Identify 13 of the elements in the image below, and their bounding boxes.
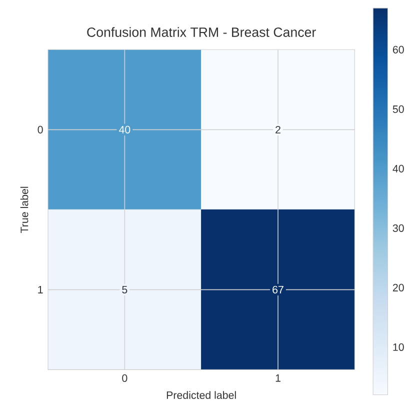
color-bar-label: 50 [392, 105, 404, 113]
chart-title: Confusion Matrix TRM - Breast Cancer [87, 27, 316, 37]
color-bar-label: 60 [392, 46, 404, 54]
data-label: 40 [118, 126, 130, 134]
color-bar-label: 20 [392, 284, 404, 292]
data-label: 5 [122, 286, 128, 294]
y-axis-title: True label [20, 186, 28, 233]
color-bar-label: 40 [392, 164, 404, 172]
color-bar-label: 10 [393, 343, 404, 351]
color-bar-label: 30 [392, 224, 404, 232]
data-label: 2 [276, 126, 280, 134]
x-axis-title: Predicted label [166, 391, 236, 399]
data-label: 67 [272, 286, 284, 294]
